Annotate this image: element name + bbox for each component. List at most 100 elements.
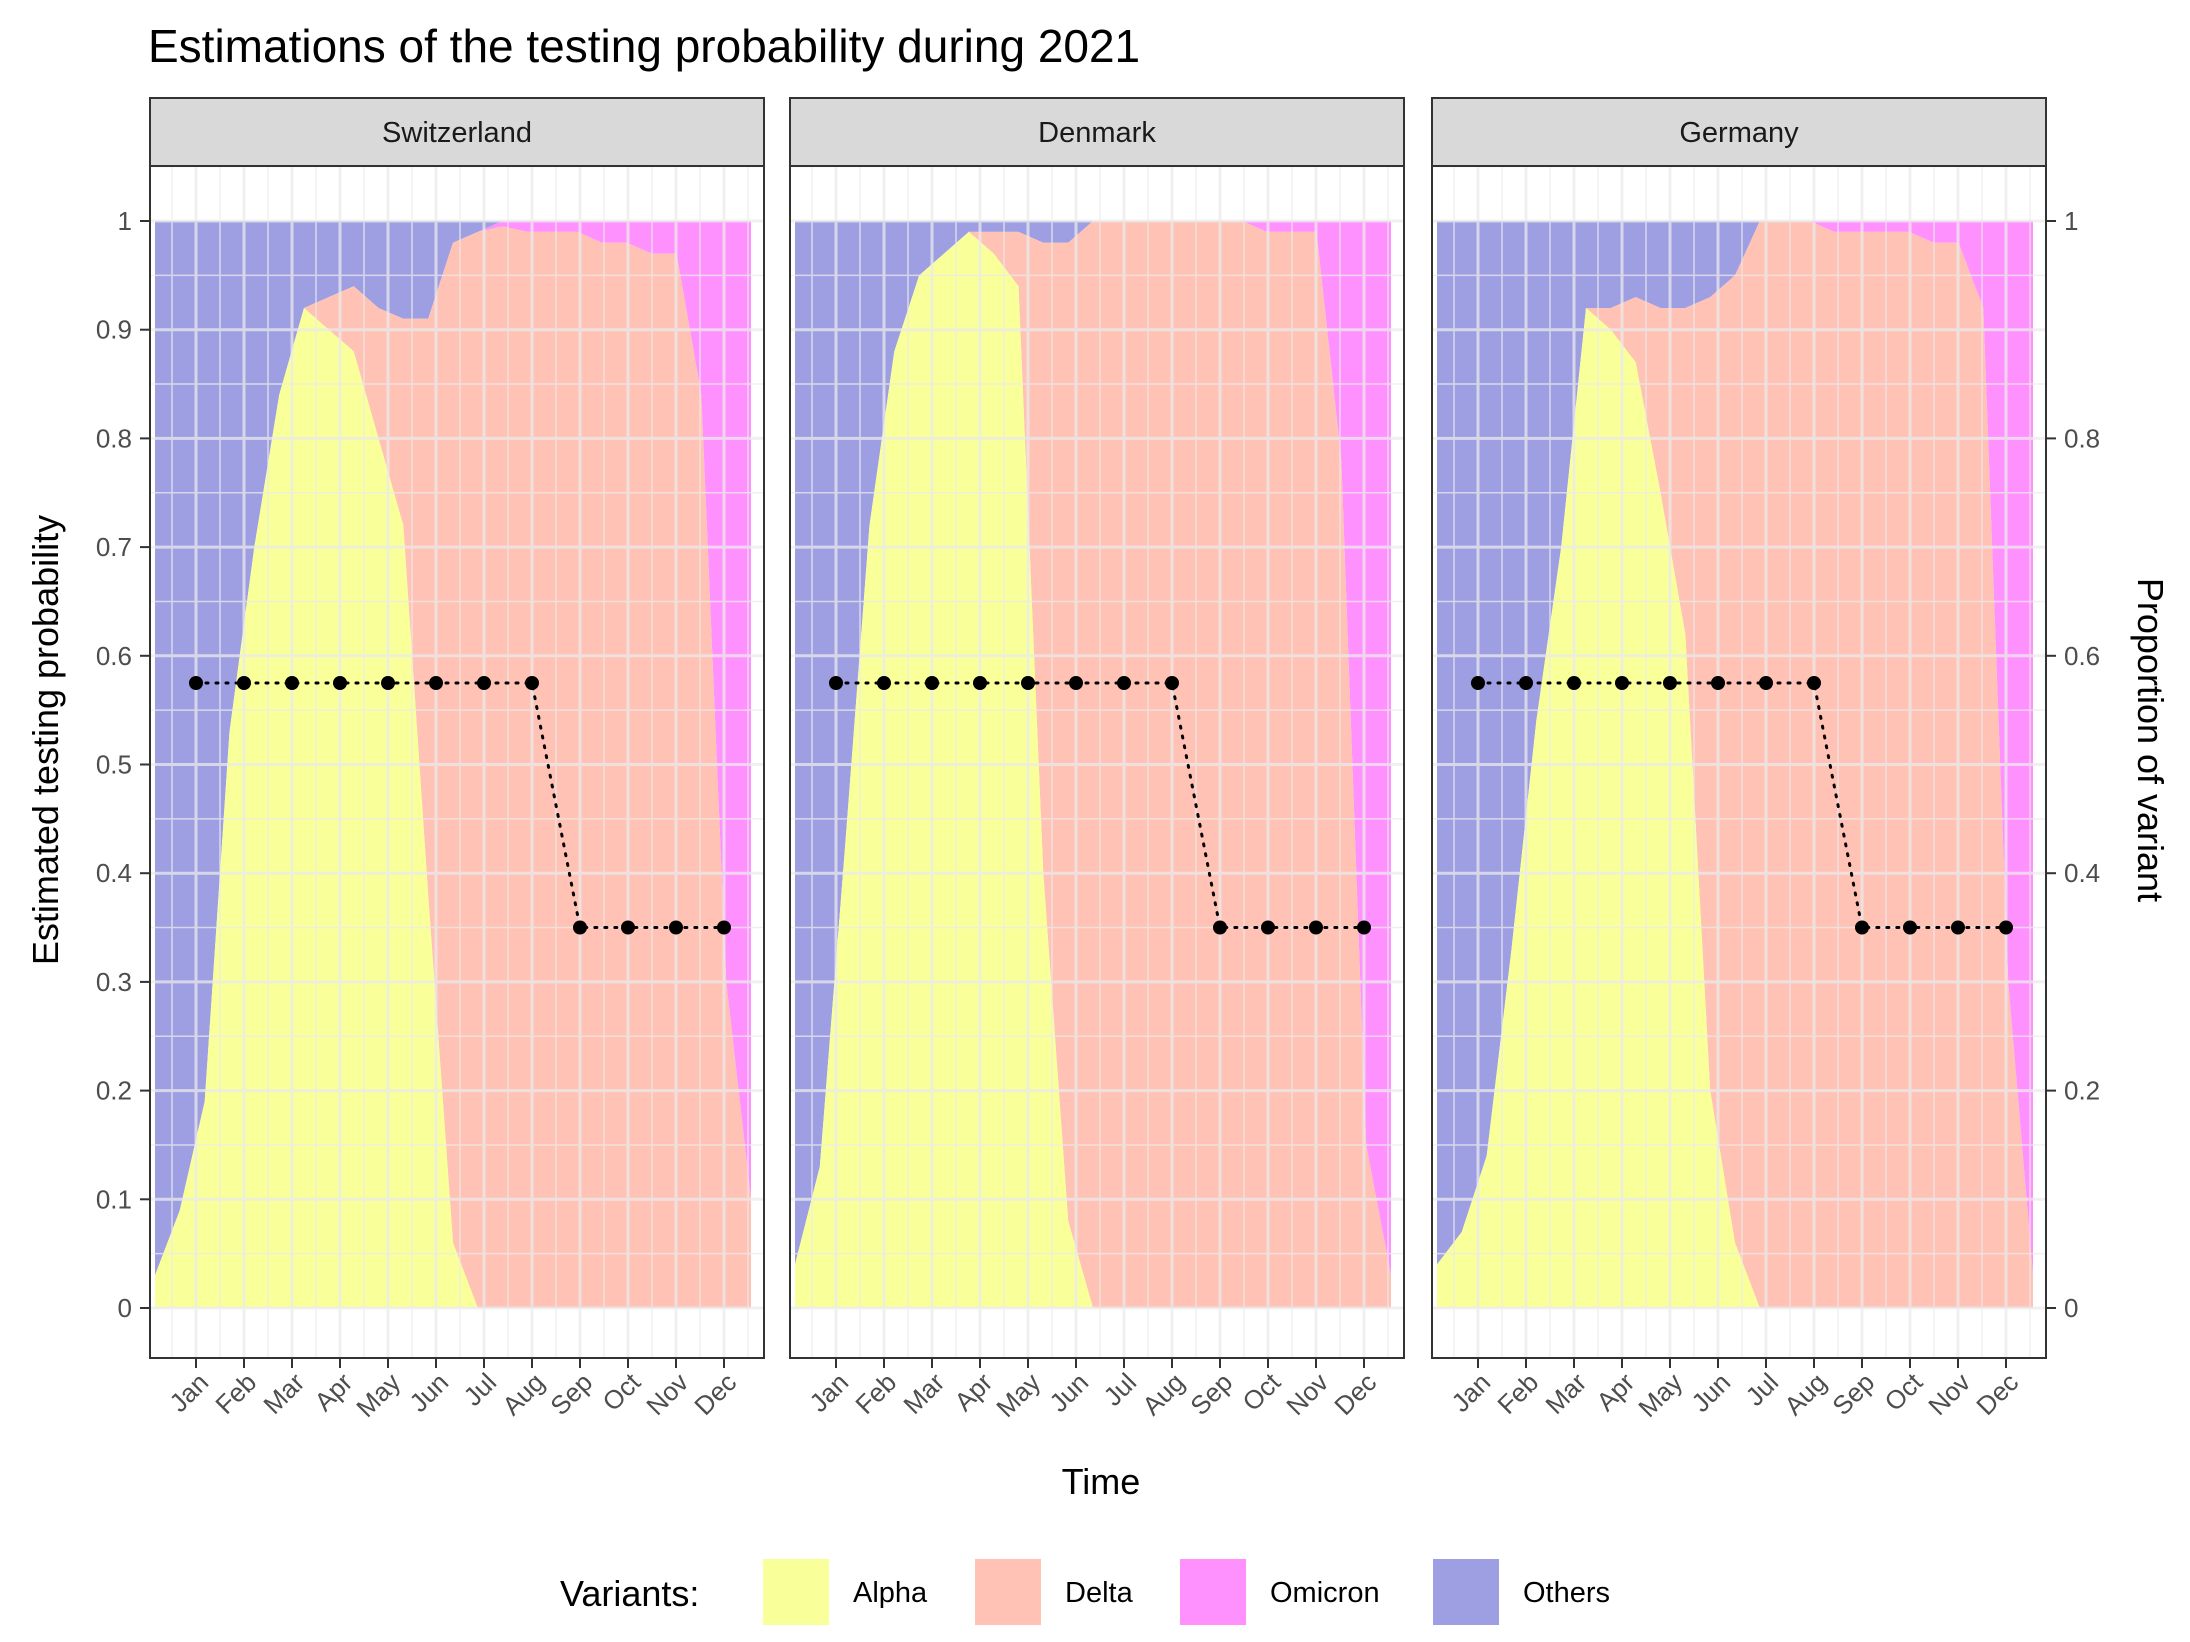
x-axis-title: Time bbox=[1062, 1461, 1141, 1502]
testing-probability-point bbox=[429, 676, 443, 690]
testing-probability-point bbox=[1021, 676, 1035, 690]
legend-item-others: Others bbox=[1433, 1559, 1610, 1625]
x-tick-label: Nov bbox=[640, 1367, 694, 1421]
testing-probability-point bbox=[189, 676, 203, 690]
x-tick-label: Apr bbox=[308, 1367, 358, 1417]
y-tick-label: 0.5 bbox=[96, 750, 132, 780]
panel-border bbox=[1431, 165, 2047, 1359]
y-tick-label: 0.4 bbox=[2064, 858, 2100, 888]
x-tick-label: Jan bbox=[163, 1367, 214, 1418]
legend-key bbox=[1180, 1559, 1246, 1625]
testing-probability-point bbox=[1357, 920, 1371, 935]
legend-item-delta: Delta bbox=[975, 1559, 1134, 1625]
x-tick-label: Oct bbox=[1236, 1366, 1286, 1416]
legend-label: Others bbox=[1523, 1577, 1610, 1609]
testing-probability-point bbox=[1567, 676, 1581, 690]
x-tick-label: Feb bbox=[849, 1367, 902, 1420]
facet-label: Germany bbox=[1679, 117, 1799, 149]
x-tick-label: Dec bbox=[688, 1367, 742, 1421]
testing-probability-point bbox=[285, 676, 299, 690]
facet-strip bbox=[149, 97, 765, 167]
testing-probability-point bbox=[621, 920, 635, 935]
x-tick-label: Aug bbox=[496, 1367, 550, 1421]
legend-label: Alpha bbox=[853, 1577, 928, 1609]
x-tick-label: Oct bbox=[596, 1366, 646, 1416]
y-tick-label: 0.8 bbox=[2064, 423, 2100, 453]
x-tick-label: Nov bbox=[1280, 1367, 1334, 1421]
y-axis-title-right: Proportion of variant bbox=[2130, 578, 2171, 902]
y-tick-label: 0.7 bbox=[96, 532, 132, 562]
y-tick-label: 1 bbox=[2064, 206, 2078, 236]
testing-probability-point bbox=[1069, 676, 1083, 690]
x-tick-label: Jul bbox=[1740, 1367, 1785, 1412]
x-tick-label: Sep bbox=[544, 1367, 598, 1421]
x-tick-label: Jul bbox=[458, 1367, 503, 1412]
y-tick-label: 0.2 bbox=[96, 1076, 132, 1106]
testing-probability-point bbox=[1711, 676, 1725, 690]
testing-probability-point bbox=[877, 676, 891, 690]
testing-probability-line bbox=[1476, 681, 2008, 929]
facet-label: Denmark bbox=[1038, 117, 1156, 149]
area-delta bbox=[155, 226, 751, 1308]
testing-probability-point bbox=[1261, 920, 1275, 935]
x-tick-label: Jun bbox=[1043, 1367, 1094, 1418]
x-tick-label: Aug bbox=[1778, 1367, 1832, 1421]
x-tick-label: Mar bbox=[257, 1367, 310, 1420]
testing-probability-line bbox=[194, 681, 726, 929]
testing-probability-point bbox=[925, 676, 939, 690]
legend-key bbox=[1433, 1559, 1499, 1625]
testing-probability-point bbox=[1615, 676, 1629, 690]
x-tick-label: Feb bbox=[1491, 1367, 1544, 1420]
y-tick-label: 0.6 bbox=[2064, 641, 2100, 671]
area-omicron bbox=[155, 221, 751, 1276]
testing-probability-point bbox=[1519, 676, 1533, 690]
y-tick-label: 0.9 bbox=[96, 315, 132, 345]
area-others bbox=[1437, 221, 2033, 1265]
legend-key bbox=[763, 1559, 829, 1625]
area-alpha bbox=[1437, 308, 2033, 1308]
grid bbox=[790, 165, 1404, 1358]
x-tick-label: Apr bbox=[948, 1367, 998, 1417]
testing-probability-point bbox=[1951, 920, 1965, 935]
legend: Variants: Alpha Delta Omicron Others bbox=[560, 1559, 1610, 1625]
testing-probability-point bbox=[1759, 676, 1773, 690]
area-others bbox=[795, 221, 1391, 1265]
y-axis-left: 0 0.1 0.2 0.3 0.4 0.5 0.6 0.7 0.8 0.9 1 bbox=[96, 206, 150, 1323]
testing-probability-point bbox=[1855, 920, 1869, 935]
x-tick-label: Aug bbox=[1136, 1367, 1190, 1421]
testing-probability-point bbox=[669, 920, 683, 935]
y-tick-label: 0 bbox=[118, 1293, 132, 1323]
testing-probability-point bbox=[1117, 676, 1131, 690]
legend-item-omicron: Omicron bbox=[1180, 1559, 1380, 1625]
legend-key bbox=[975, 1559, 1041, 1625]
x-tick-label: Feb bbox=[209, 1367, 262, 1420]
legend-label: Omicron bbox=[1270, 1577, 1380, 1609]
y-tick-label: 1 bbox=[118, 206, 132, 236]
panel-border bbox=[789, 165, 1405, 1359]
testing-probability-point bbox=[573, 920, 587, 935]
testing-probability-point bbox=[1807, 676, 1821, 690]
x-tick-label: Jan bbox=[803, 1367, 854, 1418]
y-tick-label: 0.8 bbox=[96, 423, 132, 453]
y-tick-label: 0 bbox=[2064, 1293, 2078, 1323]
x-tick-label: Jan bbox=[1445, 1367, 1496, 1418]
testing-probability-point bbox=[1213, 920, 1227, 935]
testing-probability-point bbox=[1903, 920, 1917, 935]
testing-probability-point bbox=[1663, 676, 1677, 690]
y-tick-label: 0.1 bbox=[96, 1184, 132, 1214]
y-tick-label: 0.4 bbox=[96, 858, 132, 888]
area-alpha bbox=[795, 231, 1391, 1308]
y-tick-label: 0.6 bbox=[96, 641, 132, 671]
testing-probability-point bbox=[717, 920, 731, 935]
testing-probability-point bbox=[381, 676, 395, 690]
testing-probability-point bbox=[829, 676, 843, 690]
facet-strip bbox=[1431, 97, 2047, 167]
testing-probability-point bbox=[1471, 676, 1485, 690]
testing-probability-point bbox=[477, 676, 491, 690]
x-tick-label: Jul bbox=[1098, 1367, 1143, 1412]
